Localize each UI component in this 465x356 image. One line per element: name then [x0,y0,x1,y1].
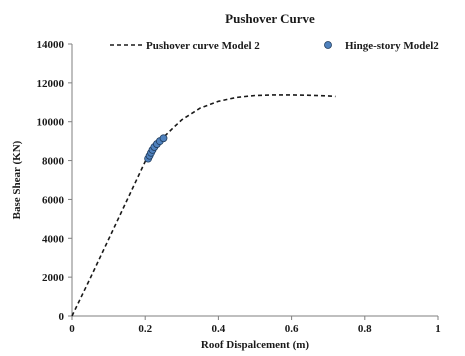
y-tick-label: 0 [59,311,65,323]
y-tick-label: 10000 [37,117,65,129]
legend-label-scatter: Hinge-story Model2 [345,40,439,52]
x-tick-label: 0.8 [358,323,372,335]
chart-title: Pushover Curve [225,11,315,26]
x-axis: 0 0.2 0.4 0.6 0.8 1 [69,315,441,335]
x-tick-label: 0 [69,323,75,335]
y-axis-title: Base Shear (KN) [11,140,23,219]
y-tick-label: 8000 [42,156,65,168]
legend-label-line: Pushover curve Model 2 [146,40,260,52]
x-tick-label: 0.4 [212,323,226,335]
pushover-curve-line [71,94,336,317]
hinge-point [159,134,168,143]
y-tick-label: 6000 [42,194,65,206]
x-tick-label: 0.6 [285,323,299,335]
y-tick-label: 2000 [42,272,65,284]
x-axis-title: Roof Dispalcement (m) [201,339,309,351]
y-tick-label: 14000 [37,39,65,51]
plot-area [71,94,336,317]
y-tick-label: 12000 [37,78,65,90]
legend-marker-swatch [324,41,332,49]
x-tick-label: 1 [435,323,441,335]
x-tick-label: 0.2 [138,323,152,335]
legend: Pushover curve Model 2 Hinge-story Model… [110,40,439,52]
y-tick-label: 4000 [42,233,65,245]
y-axis: 0 2000 4000 6000 8000 10000 12000 14000 [37,39,73,323]
